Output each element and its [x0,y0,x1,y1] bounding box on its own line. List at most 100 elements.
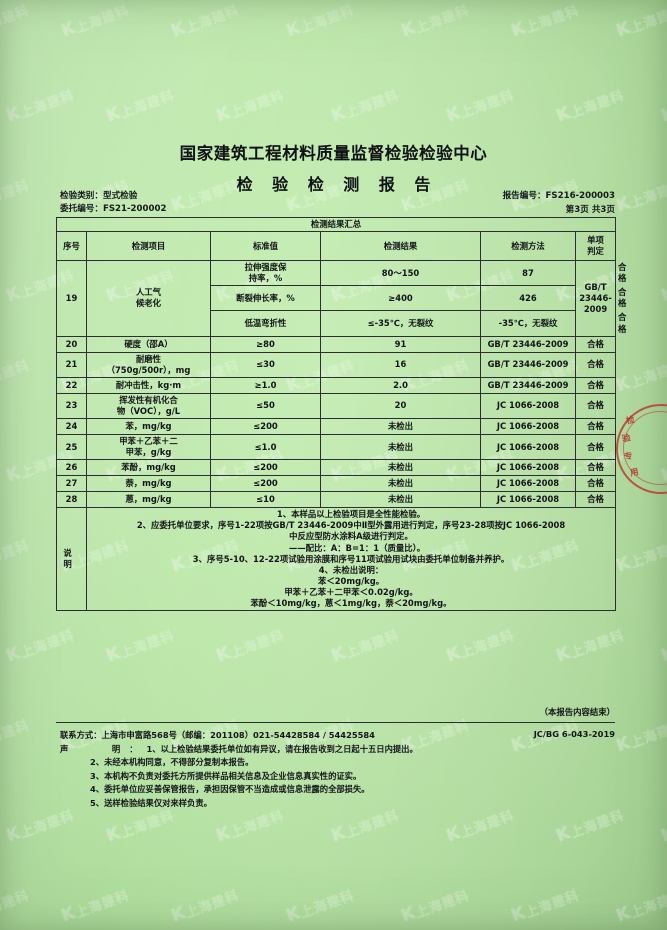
declaration-item-2: 2、未经本机构同意，不得部分复制本报告。 [90,757,254,768]
cell-standard: ≤200 [210,459,321,477]
cell-item: 硬度（邵A） [86,335,211,353]
note-line-3: 中反应型防水涂料A级进行判定。 [289,531,413,542]
notes-content: 1、本样品以上检验项目是全性能检验。 2、应委托单位要求，序号1-22项按GB/T… [85,507,617,612]
cell-method: GB/T 23446-2009 [480,351,576,378]
footer-divider [56,722,615,723]
cell-judgement: 合格 [574,418,617,436]
table-row: 28 蒽，mg/kg ≤10 未检出 JC 1066-2008 合格 [56,491,617,509]
cell-item-line1: 低温弯折性 [244,318,287,329]
cell-standard: ≥80 [210,335,321,353]
note-line-5: 3、序号5-10、12-22项试验用涂膜和序号11项试验用试块由委托单位制备并养… [192,553,510,564]
cell-item-line2: （750g/500r），mg [106,364,191,375]
column-header-judgement-line2: 判定 [587,246,604,257]
note-line-6: 4、未检出说明： [318,564,384,575]
cell-result: 未检出 [320,418,481,436]
cell-item-line1: 苯，mg/kg [125,420,172,431]
cell-no: 20 [56,335,87,353]
cell-standard: ≤200 [210,418,321,436]
cell-item-line1: 蒽，mg/kg [125,494,172,505]
cell-item-line1: 萘，mg/kg [125,478,172,489]
seal-character: 用 [629,467,640,479]
table-row: 20 硬度（邵A） ≥80 91 GB/T 23446-2009 合格 [56,335,617,353]
cell-standard: ≥400 [320,285,481,312]
cell-standard: ≤-35℃，无裂纹 [320,310,481,337]
cell-no: 25 [56,434,87,461]
cell-item-line1: 拉伸强度保 [244,262,287,273]
cell-item: 拉伸强度保 持率，% [210,260,321,287]
seal-character: 验 [621,433,632,445]
end-of-report-note: （本报告内容结束） [539,707,615,717]
cell-result: 未检出 [320,434,481,461]
cell-method: JC 1066-2008 [480,418,576,436]
cell-result: 20 [320,392,481,420]
cell-judgement: 合格 [574,335,617,353]
cell-result: -35℃，无裂纹 [480,310,576,337]
cell-item-line1: 挥发性有机化合 [119,394,178,405]
cell-item-group-line2: 候老化 [135,298,162,309]
cell-result: 未检出 [320,459,481,477]
cell-item-line1: 断裂伸长率，% [236,292,295,303]
cell-item: 断裂伸长率，% [210,285,321,312]
table-row: 24 苯，mg/kg ≤200 未检出 JC 1066-2008 合格 [56,418,617,436]
note-line-9: 苯酚＜10mg/kg，蒽＜1mg/kg，萘＜20mg/kg。 [250,597,452,608]
cell-judgement: 合格 [574,351,617,378]
column-header-judgement: 单项 判定 [574,231,617,262]
column-header-result: 检测结果 [320,231,481,262]
declaration-item-4: 4、委托单位应妥善保管报告，承担因保管不当造成或信息泄露的全部损失。 [90,784,370,795]
cell-method: JC 1066-2008 [480,475,576,493]
cell-result: 未检出 [320,491,481,509]
cell-standard: ≤30 [210,351,321,378]
notes-label: 说明 [56,507,87,612]
column-header-method: 检测方法 [480,231,576,262]
cell-item-line1: 耐冲击性，kg·m [115,379,182,390]
cell-standard: ≥1.0 [210,376,321,394]
table-row: 低温弯折性 ≤-35℃，无裂纹 -35℃，无裂纹 合格 [57,310,626,337]
cell-no: 21 [56,351,87,378]
table-row: 21 耐磨性 （750g/500r），mg ≤30 16 GB/T 23446-2009 合… [56,351,617,378]
cell-result: 426 [480,285,576,312]
table-column-header-row: 序号 检测项目 标准值 检测结果 检测方法 单项 判定 [56,231,617,262]
cell-no: 24 [56,418,87,436]
cell-method: GB/T 23446-2009 [574,260,617,337]
cell-method: JC 1066-2008 [480,459,576,477]
cell-result: 87 [480,260,576,287]
cell-result: 2.0 [320,376,481,394]
declaration-item-text: 1、以上检验结果委托单位如有异议，请在报告收到之日起十五日内提出。 [146,744,418,754]
cell-judgement: 合格 [574,392,617,420]
cell-item-line2: 物（VOC），g/L [116,405,181,416]
results-table: 检测结果汇总 序号 检测项目 标准值 检测结果 检测方法 单项 判定 19 人工气… [55,216,626,612]
cell-no: 22 [56,376,87,394]
cell-method: GB/T 23446-2009 [480,376,576,394]
note-line-8: 甲苯＋乙苯＋二甲苯＜0.02g/kg。 [284,586,418,597]
cell-judgement: 合格 [574,434,617,461]
cell-item: 耐冲击性，kg·m [86,376,211,394]
report-number: 报告编号：FS216-200003 [502,191,615,201]
cell-no: 26 [56,459,87,477]
table-row: 22 耐冲击性，kg·m ≥1.0 2.0 GB/T 23446-2009 合格 [56,376,617,394]
table-row: 26 苯酚，mg/kg ≤200 未检出 JC 1066-2008 合格 [56,459,617,477]
cell-item: 萘，mg/kg [86,475,211,493]
entrust-number: 委托编号：FS21-200002 [60,204,167,214]
cell-item-line2: 甲苯，g/kg [125,447,172,458]
cell-item-group-line1: 人工气 [135,287,162,298]
column-header-no: 序号 [56,231,87,262]
table-row: 23 挥发性有机化合 物（VOC），g/L ≤50 20 JC 1066-2008 合格 [56,392,617,420]
cell-standard: ≤50 [210,392,321,420]
note-line-4: ——配比：A：B=1：1（质量比）。 [288,542,426,553]
cell-result: 16 [320,351,481,378]
cell-judgement: 合格 [574,376,617,394]
cell-item: 甲苯＋乙苯＋二 甲苯，g/kg [86,434,211,461]
cell-result: 91 [320,335,481,353]
cell-item-line1: 耐磨性 [135,353,162,364]
report-header: 国家建筑工程材料质量监督检验检验中心 检 验 检 测 报 告 [0,140,667,195]
seal-character: 专 [623,451,634,463]
cell-standard: ≤10 [210,491,321,509]
cell-result: 未检出 [320,475,481,493]
table-summary-header: 检测结果汇总 [55,216,617,233]
note-line-2: 2、应委托单位要求，序号1-22项按GB/T 23446-2009中Ⅱ型外露用进… [136,520,566,531]
cell-item: 苯，mg/kg [86,418,211,436]
declaration-item-3: 3、本机构不负责对委托方所提供样品相关信息及企业信息真实性的证实。 [90,770,362,781]
cell-standard: ≤1.0 [210,434,321,461]
seal-outer-ring [616,404,667,494]
